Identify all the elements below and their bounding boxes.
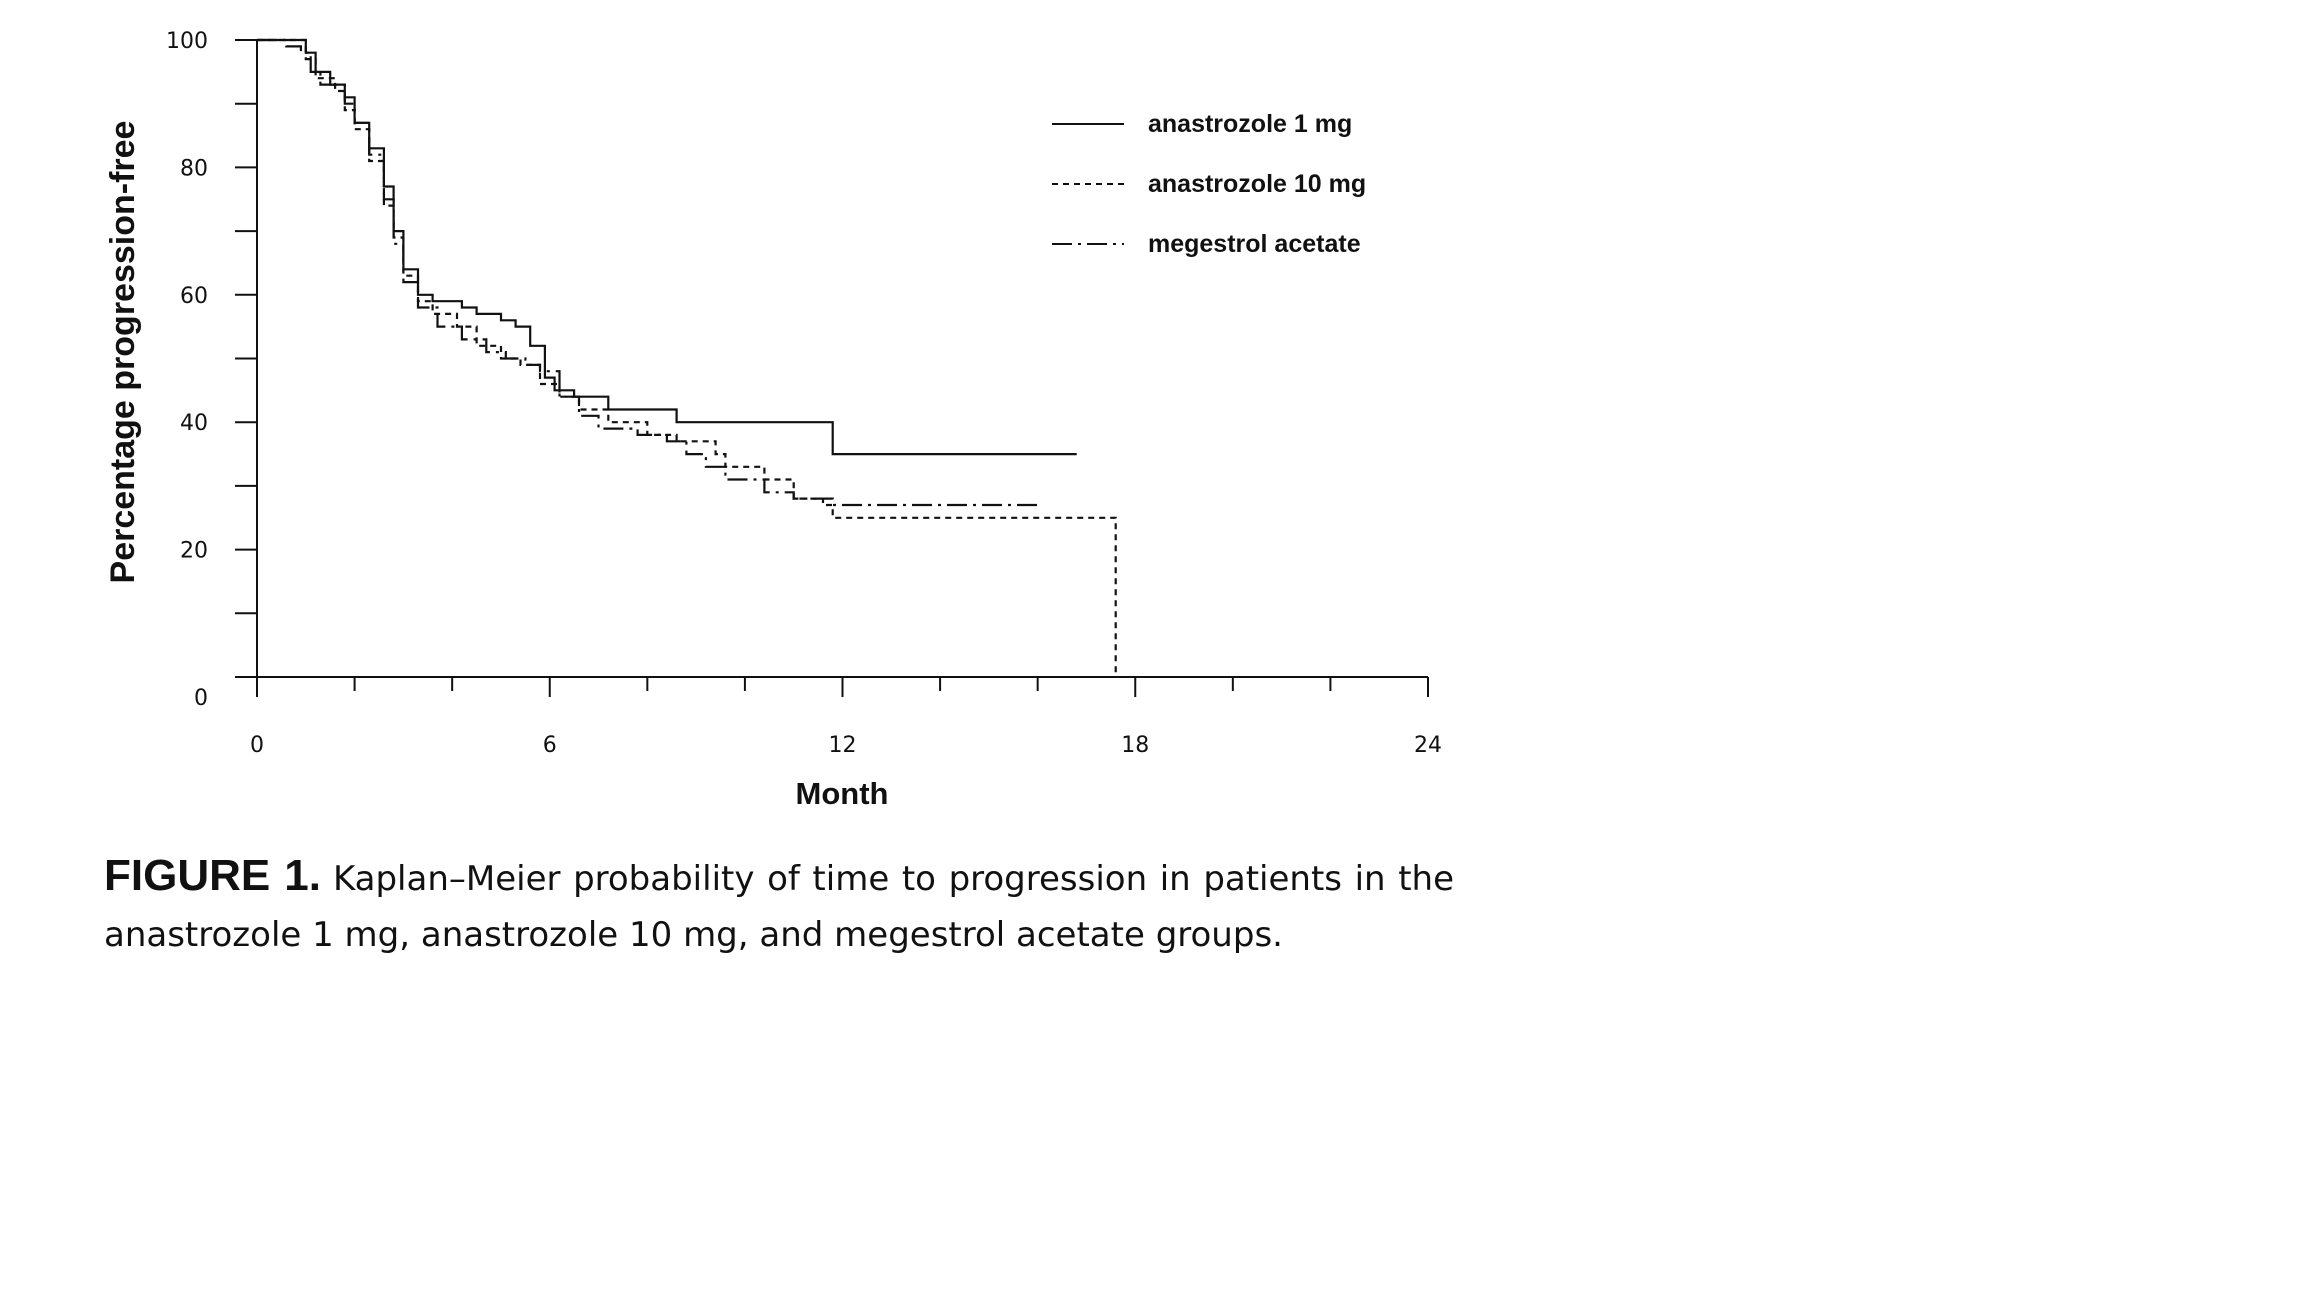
x-tick-label: 12 — [829, 733, 857, 758]
y-tick-label: 60 — [180, 284, 208, 309]
y-axis-title: Percentage progression-free — [104, 121, 142, 584]
axes: 0 20 40 60 80 100 0 6 12 18 24 — [166, 29, 1442, 758]
series-line-2 — [257, 38, 1117, 677]
series-line-1 — [257, 38, 1077, 456]
y-tick-label: 20 — [180, 539, 208, 564]
legend-label: megestrol acetate — [1148, 230, 1361, 258]
y-tick-label: 0 — [194, 686, 208, 711]
caption-label: FIGURE 1. — [104, 851, 321, 900]
legend: anastrozole 1 mg anastrozole 10 mg megestr… — [1052, 110, 1366, 258]
x-tick-label: 0 — [250, 733, 264, 758]
legend-label: anastrozole 1 mg — [1148, 110, 1352, 138]
x-tick-label: 18 — [1121, 733, 1149, 758]
caption-text: Kaplan–Meier probability of time to prog… — [104, 859, 1454, 955]
y-tick-label: 100 — [166, 29, 208, 54]
series-layer — [257, 38, 1117, 677]
series-line-3 — [257, 38, 1043, 507]
legend-label: anastrozole 10 mg — [1148, 170, 1366, 198]
y-tick-label: 40 — [180, 411, 208, 436]
x-axis-title: Month — [796, 776, 889, 811]
x-tick-label: 6 — [543, 733, 557, 758]
y-tick-label: 80 — [180, 156, 208, 181]
figure-caption: FIGURE 1. Kaplan–Meier probability of tim… — [104, 848, 1454, 963]
x-tick-label: 24 — [1414, 733, 1442, 758]
